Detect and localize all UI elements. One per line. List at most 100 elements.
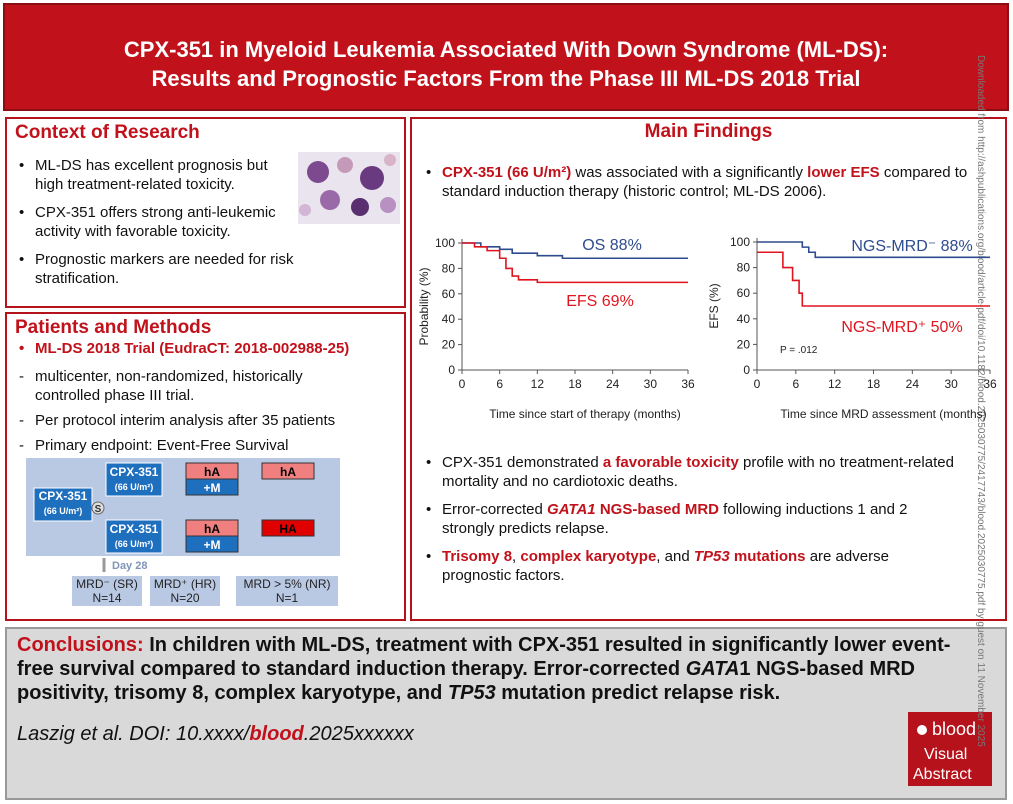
arm-label: +M <box>203 481 220 495</box>
group-n: N=20 <box>170 591 199 605</box>
groups: MRD⁻ (SR) N=14 MRD⁺ (HR) N=20 MRD > 5% (… <box>72 576 338 606</box>
list: CPX-351 demonstrated a favorable toxicit… <box>422 453 962 585</box>
text: , and <box>656 548 694 565</box>
citation: Laszig et al. DOI: 10.xxxx/blood.2025xxx… <box>17 723 995 746</box>
arm-label: HA <box>279 522 297 536</box>
text: lower EFS <box>807 164 880 181</box>
x-tick-label: 0 <box>754 377 761 391</box>
text: TP53 <box>693 548 730 565</box>
arm-label: +M <box>203 538 220 552</box>
text: blood <box>249 723 304 745</box>
x-axis-label: Time since start of therapy (months) <box>489 407 681 421</box>
y-tick-label: 80 <box>737 261 751 275</box>
text: GATA <box>685 658 740 680</box>
drug-label: CPX-351 <box>110 465 159 479</box>
annotation: P = .012 <box>780 345 818 356</box>
drug-dose: (66 U/m²) <box>115 482 154 492</box>
text: CPX-351 (66 U/m²) <box>442 164 572 181</box>
y-tick-label: 80 <box>442 261 456 275</box>
methods-panel: Patients and Methods ML-DS 2018 Trial (E… <box>5 312 406 621</box>
group-n: N=14 <box>92 591 121 605</box>
x-tick-label: 12 <box>531 377 545 391</box>
findings-panel: Main Findings CPX-351 (66 U/m²) was asso… <box>410 117 1007 621</box>
text: mutation predict relapse risk. <box>495 682 781 704</box>
x-tick-label: 6 <box>496 377 503 391</box>
context-panel: Context of Research ML-DS has excellent … <box>5 117 406 308</box>
drug-dose: (66 U/m²) <box>44 506 83 516</box>
x-tick-label: 30 <box>944 377 958 391</box>
x-tick-label: 0 <box>459 377 466 391</box>
group-label: MRD⁺ (HR) <box>154 577 216 591</box>
series-label: OS 88% <box>582 237 642 254</box>
bullet: ML-DS has excellent prognosis but high t… <box>15 156 297 194</box>
text: CPX-351 demonstrated <box>442 454 603 471</box>
text: Laszig et al. DOI: 10.xxxx/ <box>17 723 250 745</box>
y-tick-label: 0 <box>743 363 750 377</box>
group-label: MRD > 5% (NR) <box>243 577 330 591</box>
x-tick-label: 18 <box>867 377 881 391</box>
y-tick-label: 60 <box>737 286 751 300</box>
text: In children with ML-DS, treatment with C… <box>17 634 951 680</box>
list: ML-DS has excellent prognosis but high t… <box>15 156 315 288</box>
title-line: Results and Prognostic Factors From the … <box>151 66 861 91</box>
text: GATA1 <box>547 501 596 518</box>
x-tick-label: 36 <box>681 377 695 391</box>
y-axis-label: EFS (%) <box>707 283 721 328</box>
x-tick-label: 24 <box>906 377 920 391</box>
text: are adverse prognostic factors. <box>442 548 889 584</box>
watermark: Downloaded from http://ashpublications.o… <box>975 55 986 747</box>
text: TP53 <box>447 682 496 704</box>
y-tick-label: 40 <box>442 312 456 326</box>
series-label: NGS-MRD⁻ 88% <box>851 238 972 255</box>
logo: blood Visual Abstract <box>908 712 992 786</box>
series-label: EFS 69% <box>566 293 634 310</box>
x-tick-label: 12 <box>828 377 842 391</box>
drug-dose: (66 U/m²) <box>115 539 154 549</box>
heading: Patients and Methods <box>15 317 212 338</box>
text: .2025xxxxxx <box>303 723 414 745</box>
bullet: ML-DS 2018 Trial (EudraCT: 2018-002988-2… <box>15 339 396 358</box>
x-tick-label: 18 <box>568 377 582 391</box>
text: was associated with a significantly <box>571 164 808 181</box>
logo-text: Visual <box>924 746 967 763</box>
x-tick-label: 30 <box>644 377 658 391</box>
label: Conclusions: <box>17 634 144 656</box>
heading: Main Findings <box>644 121 773 142</box>
logo-text: blood <box>932 719 976 739</box>
group-label: MRD⁻ (SR) <box>76 577 138 591</box>
text: complex karyotype <box>520 548 657 565</box>
randomization: S <box>95 504 102 515</box>
bullet: Trisomy 8, complex karyotype, and TP53 m… <box>422 547 962 585</box>
drug-label: CPX-351 <box>110 522 159 536</box>
y-tick-label: 60 <box>442 287 456 301</box>
y-tick-label: 100 <box>730 235 750 249</box>
text: compared to standard induction therapy (… <box>442 164 968 200</box>
x-tick-label: 24 <box>606 377 620 391</box>
drug-label: CPX-351 <box>39 489 88 503</box>
list: ML-DS 2018 Trial (EudraCT: 2018-002988-2… <box>15 339 396 358</box>
text: NGS-based MRD <box>595 501 720 518</box>
text: Error-corrected <box>442 501 548 518</box>
x-tick-label: 6 <box>792 377 799 391</box>
text: mutations <box>729 548 806 565</box>
list: multicenter, non-randomized, historicall… <box>15 367 365 455</box>
km-curve <box>757 241 990 259</box>
y-axis-label: Probability (%) <box>417 267 431 345</box>
bullet: CPX-351 demonstrated a favorable toxicit… <box>422 453 962 491</box>
text: , <box>512 548 521 565</box>
day-label: Day 28 <box>112 560 147 572</box>
y-tick-label: 0 <box>448 363 455 377</box>
cell-image <box>298 152 400 224</box>
series-label: NGS-MRD⁺ 50% <box>841 319 962 336</box>
arm-label: hA <box>280 465 296 479</box>
conclusions: Conclusions: In children with ML-DS, tre… <box>17 633 977 705</box>
list: CPX-351 (66 U/m²) was associated with a … <box>422 163 995 201</box>
heading: Context of Research <box>15 122 200 143</box>
bullet: Error-corrected GATA1 NGS-based MRD foll… <box>422 500 962 538</box>
bullet: Prognostic markers are needed for risk s… <box>15 250 315 288</box>
bullet: CPX-351 offers strong anti-leukemic acti… <box>15 203 325 241</box>
y-tick-label: 40 <box>737 312 751 326</box>
arm-label: hA <box>204 465 220 479</box>
